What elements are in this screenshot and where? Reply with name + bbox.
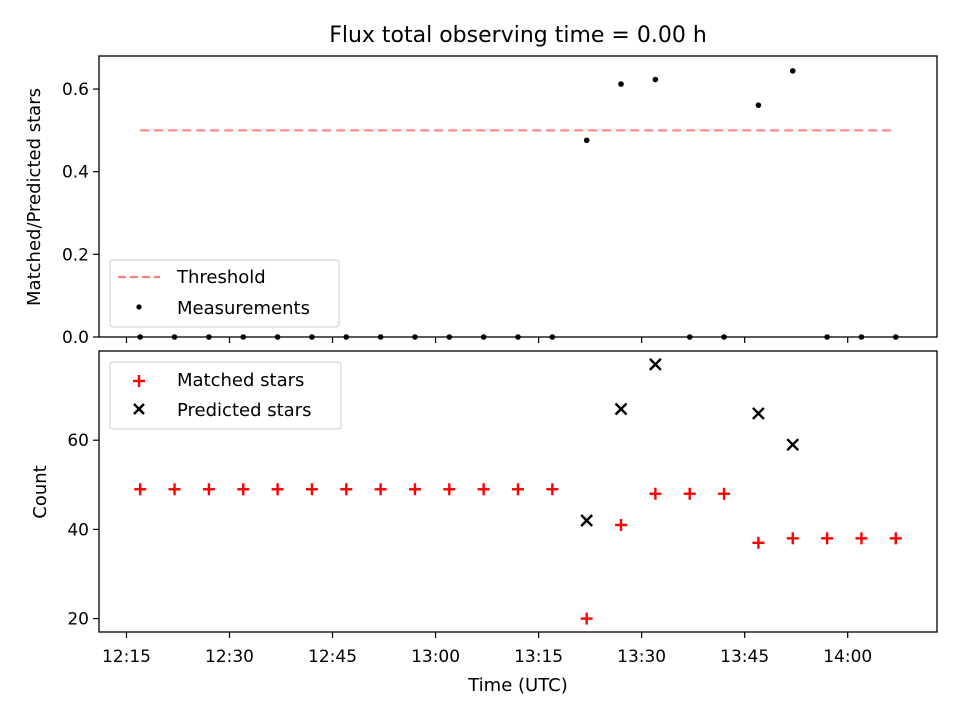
measurement-point (171, 334, 178, 340)
predicted-star-point (649, 358, 662, 371)
measurement-point (412, 334, 418, 340)
count-panel: Count 20 40 60 12:15 12:30 12:45 13:00 13:15 13… (30, 350, 938, 667)
predicted-star-point (752, 407, 765, 420)
matched-star-point (477, 483, 490, 496)
x-tick-label: 13:45 (720, 647, 769, 667)
matched-star-point (134, 483, 147, 496)
ratio-y-ticks: 0.0 0.2 0.4 0.6 (62, 80, 99, 348)
ratio-y-tick-label: 0.4 (62, 163, 89, 183)
matched-star-point (683, 487, 696, 500)
x-tick-label: 13:30 (617, 647, 666, 667)
matched-star-point (340, 483, 353, 496)
measurement-point (618, 81, 624, 87)
count-points (134, 358, 902, 625)
matched-star-point (752, 536, 765, 549)
ratio-y-tick-label: 0.2 (62, 245, 89, 265)
matched-star-point (718, 487, 731, 500)
matched-star-point (305, 483, 318, 496)
matched-star-point (408, 483, 421, 496)
count-y-tick-label: 40 (67, 520, 89, 540)
ratio-panel: Matched/Predicted stars 0.0 0.2 0.4 0.6 Thr… (24, 55, 938, 348)
measurement-point (583, 137, 590, 144)
matched-star-point (580, 612, 593, 625)
measurement-point (824, 334, 830, 340)
measurement-point (789, 68, 796, 74)
predicted-star-point (614, 402, 628, 416)
x-tick-label: 13:15 (514, 647, 563, 667)
count-legend-box (109, 361, 342, 430)
ratio-y-tick-label: 0.0 (62, 328, 89, 348)
measurements-legend-label: Measurements (177, 298, 310, 319)
matched-star-point (512, 483, 524, 496)
measurement-point (137, 334, 144, 340)
count-y-axis-label: Count (30, 465, 51, 518)
count-plot-frame (98, 350, 938, 633)
count-y-ticks: 20 40 60 (67, 431, 99, 630)
matched-star-point (786, 532, 799, 545)
measurement-point (377, 334, 384, 340)
measurement-point (480, 334, 487, 340)
measurement-point (240, 334, 247, 340)
matched-star-point (202, 483, 215, 496)
matched-star-point (237, 483, 250, 496)
x-tick-label: 14:00 (823, 647, 872, 667)
threshold-legend-label: Threshold (176, 267, 266, 288)
matched-star-point (889, 532, 902, 545)
predicted-star-point (786, 438, 800, 452)
x-tick-label: 12:30 (205, 647, 254, 667)
count-legend: Matched stars Predicted stars (109, 361, 342, 430)
x-axis-label: Time (UTC) (467, 675, 568, 696)
measurement-point (892, 334, 899, 340)
measurement-point (721, 334, 727, 340)
predicted-star-point (580, 514, 594, 527)
ratio-legend: Threshold Measurements (109, 259, 340, 328)
ratio-legend-box (109, 259, 340, 328)
matched-star-point (271, 483, 284, 496)
predicted-stars-legend-label: Predicted stars (177, 400, 311, 421)
measurement-point (515, 334, 521, 340)
measurements-legend-swatch (136, 304, 142, 310)
matched-star-point (168, 483, 181, 496)
matched-star-point (546, 483, 559, 496)
count-y-tick-label: 20 (67, 610, 89, 630)
x-tick-label: 12:45 (308, 647, 357, 667)
measurement-point (206, 334, 212, 340)
measurement-point (343, 334, 350, 340)
measurement-point (755, 102, 762, 108)
matched-star-point (443, 483, 456, 496)
count-y-tick-label: 60 (67, 431, 89, 451)
ratio-y-axis-label: Matched/Predicted stars (24, 88, 45, 306)
matched-star-point (374, 483, 387, 496)
measurement-points (137, 68, 899, 340)
chart-title: Flux total observing time = 0.00 h (329, 23, 707, 48)
matched-star-point (649, 487, 662, 500)
x-tick-label: 13:00 (411, 647, 460, 667)
measurement-point (858, 334, 865, 340)
x-tick-label: 12:15 (102, 647, 151, 667)
matched-stars-legend-swatch (133, 375, 145, 387)
ratio-x-ticks (125, 337, 849, 343)
measurement-point (446, 334, 453, 340)
ratio-y-tick-label: 0.6 (62, 80, 89, 100)
measurement-point (274, 334, 281, 340)
matched-stars-legend-label: Matched stars (177, 370, 304, 391)
measurement-point (549, 334, 556, 340)
measurement-point (652, 76, 659, 83)
matched-star-point (855, 532, 868, 545)
measurement-point (686, 334, 693, 340)
matched-star-point (821, 532, 834, 545)
measurement-point (309, 334, 315, 340)
predicted-stars-legend-swatch (133, 403, 145, 415)
count-x-ticks: 12:15 12:30 12:45 13:00 13:15 13:30 13:45 14:00 (102, 632, 872, 667)
matched-star-point (615, 518, 628, 531)
